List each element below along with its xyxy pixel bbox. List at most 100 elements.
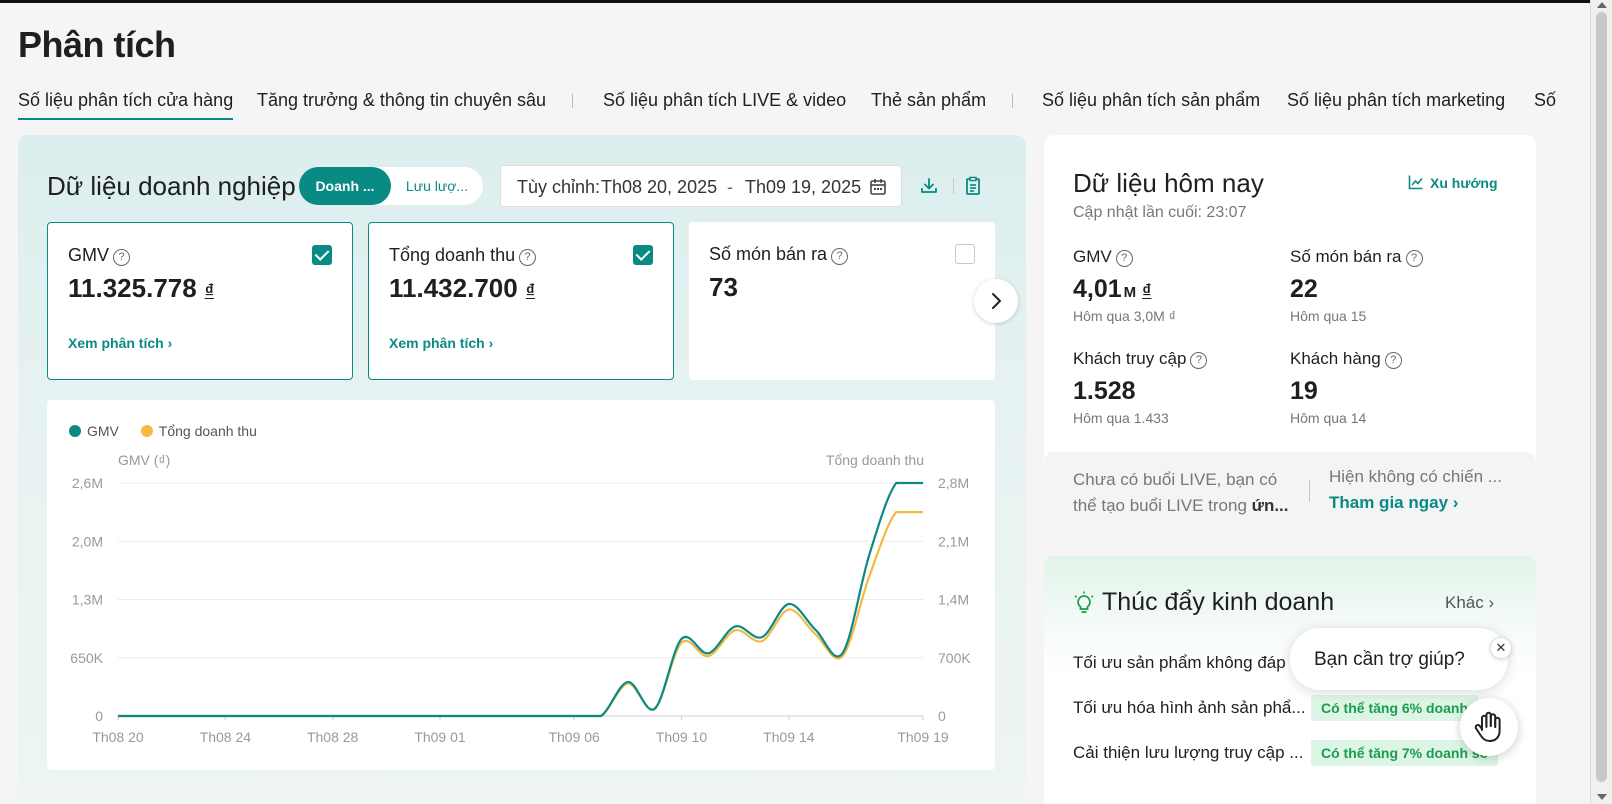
today-stat-items-sold: Số món bán ra? 22 Hôm qua 15 <box>1290 247 1490 324</box>
potential-growth-badge: Có thể tăng 6% doanh <box>1311 695 1478 721</box>
x-tick-label: Th08 28 <box>307 729 359 745</box>
metric-checkbox[interactable] <box>312 245 332 265</box>
scroll-thumb[interactable] <box>1596 12 1607 782</box>
tab-live-video[interactable]: Số liệu phân tích LIVE & video <box>603 90 847 110</box>
tab-marketing-analytics[interactable]: Số liệu phân tích marketing <box>1287 90 1506 110</box>
scroll-down-icon[interactable] <box>1597 794 1607 800</box>
vertical-scrollbar[interactable] <box>1590 0 1612 804</box>
chart-legend: GMV Tổng doanh thu <box>69 423 275 439</box>
help-bubble[interactable]: Bạn cần trợ giúp? <box>1290 628 1508 690</box>
data-type-toggle: Doanh ... Lưu lượ... <box>299 167 483 205</box>
legend-gmv[interactable]: GMV <box>69 423 119 439</box>
x-tick-label: Th09 10 <box>656 729 708 745</box>
boost-title: Thúc đẩy kinh doanh <box>1102 588 1335 616</box>
tab-product-analytics[interactable]: Số liệu phân tích sản phẩm <box>1042 90 1261 110</box>
view-analysis-link[interactable]: Xem phân tích › <box>389 335 494 351</box>
chevron-right-icon <box>992 293 1001 309</box>
today-data-card: Dữ liệu hôm nay Xu hướng Cập nhật lần cu… <box>1044 135 1536 530</box>
x-tick-label: Th09 06 <box>548 729 600 745</box>
today-stat-visitors: Khách truy cập? 1.528 Hôm qua 1.433 <box>1073 349 1273 426</box>
close-icon[interactable]: ✕ <box>1490 637 1512 659</box>
help-icon[interactable]: ? <box>831 248 849 265</box>
metric-label: GMV? <box>68 245 131 266</box>
boost-suggestion[interactable]: Cải thiện lưu lượng truy cập ... <box>1073 743 1304 762</box>
series-line-gmv <box>117 481 923 718</box>
today-title: Dữ liệu hôm nay <box>1073 168 1264 198</box>
y-tick-label-right: 2,1M <box>938 533 969 549</box>
y-tick-label-left: 0 <box>95 708 103 724</box>
y-tick-label-right: 1,4M <box>938 592 969 608</box>
join-now-link[interactable]: Tham gia ngay › <box>1329 493 1459 512</box>
right-axis-title: Tổng doanh thu <box>825 452 924 468</box>
help-hand-icon[interactable] <box>1460 698 1518 756</box>
metric-value: 11.325.778 ₫ <box>68 273 214 303</box>
sales-chart: GMV Tổng doanh thu GMV (₫) Tổng doanh th… <box>47 400 995 770</box>
campaign-notice: Hiện không có chiến ... <box>1329 467 1502 486</box>
tab-product-card[interactable]: Thẻ sản phẩm <box>871 90 987 110</box>
calendar-icon <box>870 179 886 195</box>
metric-checkbox[interactable] <box>955 244 975 264</box>
help-icon[interactable]: ? <box>1405 250 1423 267</box>
view-analysis-link[interactable]: Xem phân tích › <box>68 335 173 351</box>
tab-overflow[interactable]: Số <box>1534 90 1557 110</box>
boost-suggestion[interactable]: Tối ưu hóa hình ảnh sản phẩ... <box>1073 698 1306 717</box>
y-tick-label-left: 2,6M <box>72 475 103 491</box>
live-campaign-banner: Chưa có buổi LIVE, bạn có thể tạo buổi L… <box>1044 452 1536 530</box>
help-icon[interactable]: ? <box>1384 352 1402 369</box>
live-notice: Chưa có buổi LIVE, bạn có thể tạo buổi L… <box>1073 470 1289 515</box>
help-icon[interactable]: ? <box>1115 250 1133 267</box>
metric-card-items-sold[interactable]: Số món bán ra? 73 <box>689 222 995 380</box>
business-data-title: Dữ liệu doanh nghiệp <box>47 171 296 201</box>
y-tick-label-left: 2,0M <box>72 533 103 549</box>
boost-more-link[interactable]: Khác › <box>1445 593 1495 612</box>
today-stat-customers: Khách hàng? 19 Hôm qua 14 <box>1290 349 1490 426</box>
tab-shop-analytics[interactable]: Số liệu phân tích cửa hàng <box>18 90 234 120</box>
today-stat-gmv: GMV? 4,01 M ₫ Hôm qua 3,0M ₫ <box>1073 247 1176 324</box>
y-tick-label-right: 0 <box>938 708 946 724</box>
metric-value: 11.432.700 ₫ <box>389 273 535 303</box>
analytics-tabs: Số liệu phân tích cửa hàng Tăng trưởng &… <box>18 90 1588 122</box>
scroll-up-icon[interactable] <box>1597 2 1607 8</box>
help-bubble-text: Bạn cần trợ giúp? <box>1314 649 1465 670</box>
help-icon[interactable]: ? <box>113 249 131 266</box>
y-tick-label-right: 700K <box>938 650 971 666</box>
last-updated: Cập nhật lần cuối: 23:07 <box>1073 204 1247 221</box>
left-axis-title: GMV (₫) <box>118 452 171 468</box>
segment-traffic[interactable]: Lưu lượ... <box>405 178 469 194</box>
help-icon[interactable]: ? <box>519 249 537 266</box>
metric-value: 73 <box>709 272 738 302</box>
tab-divider <box>572 94 573 108</box>
banner-divider <box>1309 480 1310 502</box>
segment-sales[interactable]: Doanh ... <box>299 167 391 205</box>
date-range-prefix: Tùy chỉnh: <box>517 177 601 197</box>
tab-divider <box>1012 94 1013 108</box>
toolbar-divider <box>953 178 954 194</box>
x-tick-label: Th08 24 <box>200 729 252 745</box>
date-range-picker[interactable]: Tùy chỉnh: Th08 20, 2025 - Th09 19, 2025 <box>500 165 902 207</box>
x-tick-label: Th08 20 <box>92 729 144 745</box>
metric-label: Tổng doanh thu? <box>389 245 537 266</box>
help-icon[interactable]: ? <box>1190 352 1208 369</box>
chart-plot: 0 0 650K 700K 1,3M 1,4M 2,0M 2,1M 2,6M 2,8M Th08 2… <box>70 475 971 745</box>
metric-label: Số món bán ra? <box>709 244 849 265</box>
y-tick-label-left: 1,3M <box>72 592 103 608</box>
trend-chart-icon <box>1408 175 1423 190</box>
download-icon[interactable] <box>919 176 939 196</box>
x-tick-label: Th09 19 <box>897 729 949 745</box>
y-tick-label-left: 650K <box>70 650 103 666</box>
date-separator: - <box>727 177 733 197</box>
x-tick-label: Th09 14 <box>763 729 815 745</box>
date-start: Th08 20, 2025 <box>601 177 718 197</box>
metric-card-gmv[interactable]: GMV? 11.325.778 ₫ Xem phân tích › <box>47 222 353 380</box>
legend-total-revenue[interactable]: Tổng doanh thu <box>140 423 257 439</box>
lightbulb-icon <box>1074 591 1094 613</box>
metric-card-total-revenue[interactable]: Tổng doanh thu? 11.432.700 ₫ Xem phân tíc… <box>368 222 674 380</box>
page-title: Phân tích <box>18 24 176 65</box>
trend-link[interactable]: Xu hướng <box>1408 174 1498 191</box>
report-icon[interactable] <box>963 176 983 196</box>
tab-growth-insights[interactable]: Tăng trưởng & thông tin chuyên sâu <box>257 90 547 110</box>
metric-checkbox[interactable] <box>633 245 653 265</box>
boost-suggestion[interactable]: Tối ưu sản phẩm không đáp <box>1073 653 1286 672</box>
next-metrics-button[interactable] <box>974 279 1018 323</box>
x-tick-label: Th09 01 <box>414 729 466 745</box>
